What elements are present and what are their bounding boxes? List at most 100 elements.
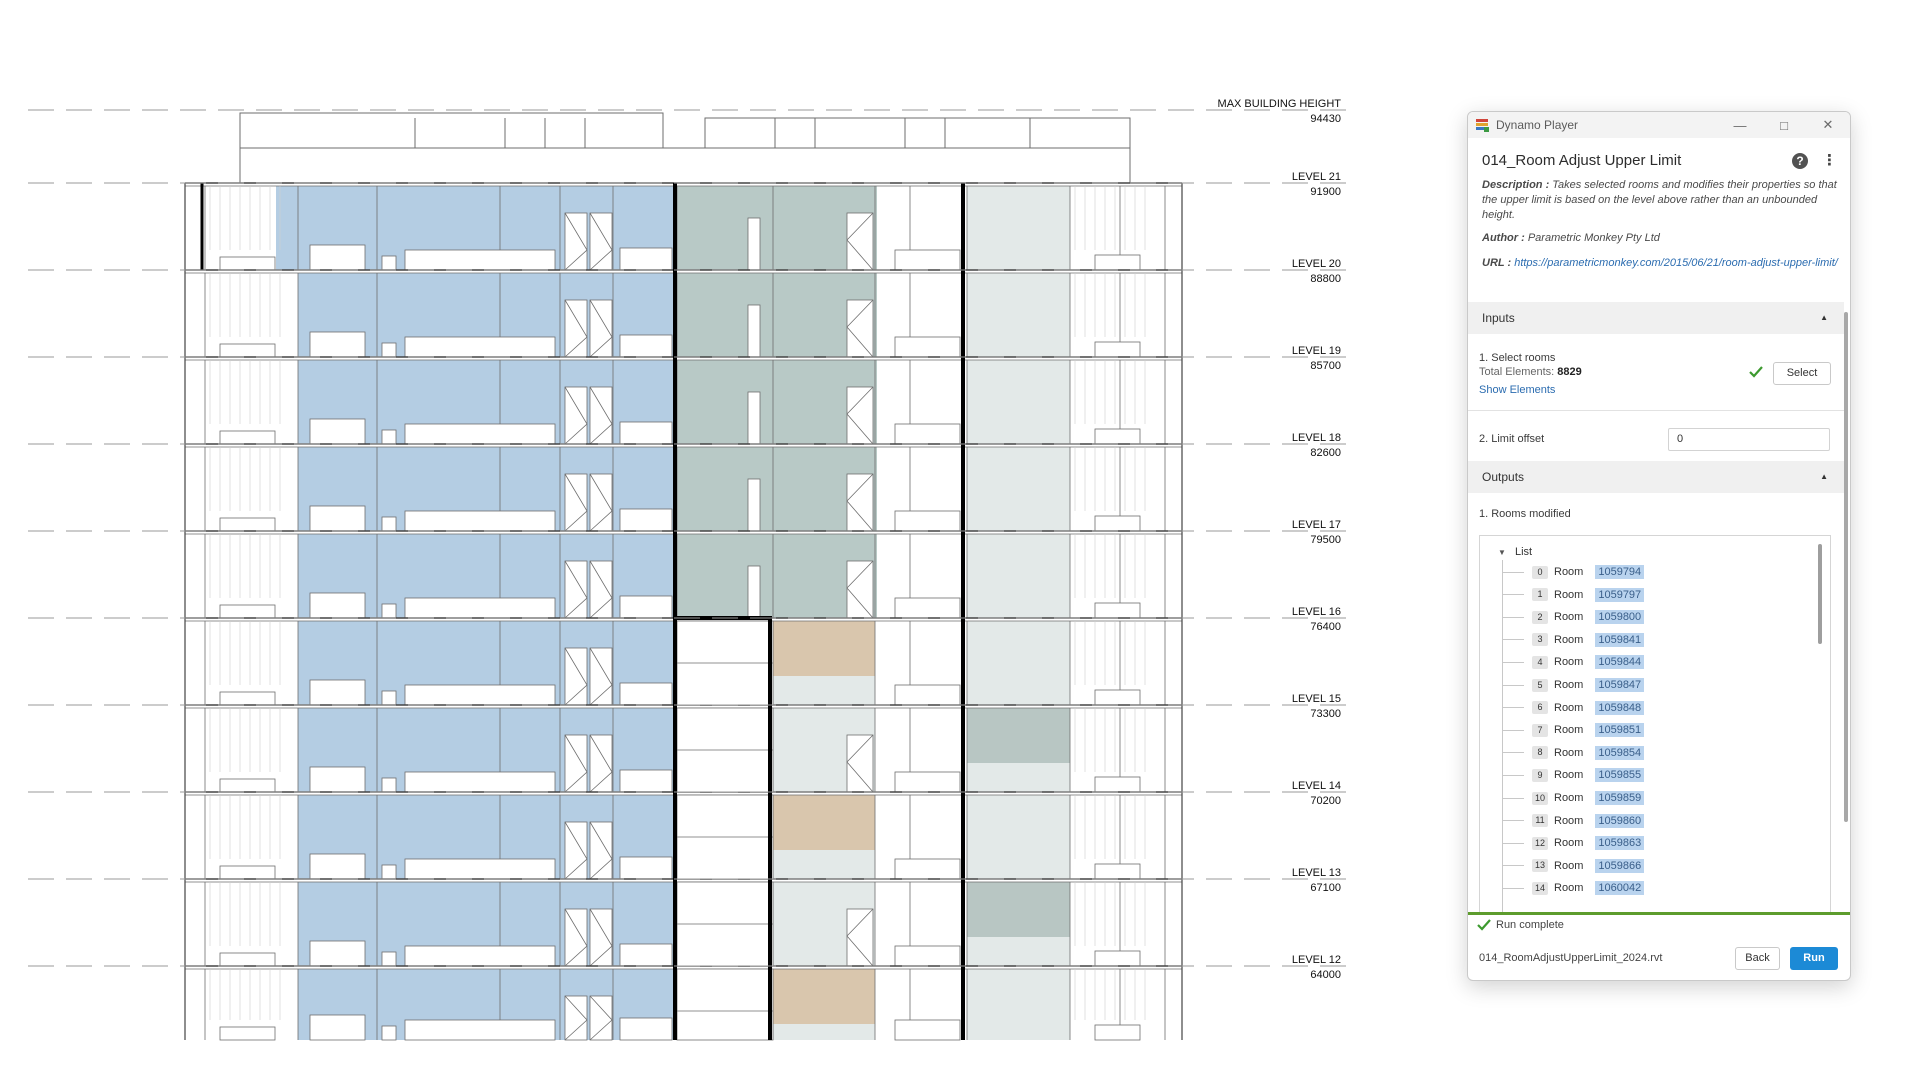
room-id-link[interactable]: 1059841 bbox=[1595, 632, 1645, 647]
furniture bbox=[404, 945, 556, 967]
list-item[interactable]: 9 Room 1059855 bbox=[1502, 766, 1645, 784]
furniture bbox=[309, 1014, 366, 1041]
list-item[interactable]: 6 Room 1059848 bbox=[1502, 699, 1645, 717]
select-rooms-button[interactable]: Select bbox=[1773, 362, 1831, 385]
door-panel bbox=[846, 560, 874, 619]
list-item[interactable]: 8 Room 1059854 bbox=[1502, 744, 1645, 762]
list-item[interactable]: 12 Room 1059863 bbox=[1502, 834, 1645, 852]
door-swing bbox=[846, 212, 874, 271]
list-item[interactable]: 7 Room 1059851 bbox=[1502, 721, 1645, 739]
furniture bbox=[309, 331, 366, 358]
room-id-link[interactable]: 1059859 bbox=[1595, 791, 1645, 805]
list-item-type: Room bbox=[1554, 859, 1584, 872]
dynamo-player-window: Dynamo Player — □ ✕ 014_Room Adjust Uppe… bbox=[1467, 111, 1851, 981]
door-swing bbox=[846, 386, 874, 445]
close-icon[interactable]: ✕ bbox=[1822, 117, 1834, 132]
help-icon[interactable]: ? bbox=[1792, 153, 1808, 169]
list-scrollbar[interactable] bbox=[1818, 544, 1822, 644]
chevron-up-icon[interactable]: ▲ bbox=[1820, 472, 1828, 481]
roof-parapet bbox=[239, 147, 1131, 184]
list-item[interactable]: 3 Room 1059841 bbox=[1502, 631, 1645, 649]
list-item[interactable]: 0 Room 1059794 bbox=[1502, 563, 1645, 581]
list-item-type: Room bbox=[1554, 746, 1584, 759]
door-panel bbox=[589, 386, 613, 445]
room-id-link[interactable]: 1059855 bbox=[1595, 768, 1645, 783]
furniture bbox=[309, 679, 366, 706]
window-panel bbox=[747, 304, 761, 358]
show-elements-link[interactable]: Show Elements bbox=[1479, 384, 1556, 396]
room-id-link[interactable]: 1059860 bbox=[1595, 813, 1645, 828]
list-item-type: Room bbox=[1554, 814, 1584, 827]
url-link[interactable]: https://parametricmonkey.com/2015/06/21/… bbox=[1514, 257, 1838, 269]
door-swing bbox=[564, 647, 588, 706]
room-id-link[interactable]: 1059848 bbox=[1595, 700, 1645, 715]
outputs-section-header[interactable]: Outputs ▲ bbox=[1468, 461, 1844, 493]
room-id-link[interactable]: 1059800 bbox=[1595, 610, 1645, 625]
furniture bbox=[309, 505, 366, 532]
max-height-value: 94430 bbox=[1310, 113, 1341, 125]
caret-down-icon[interactable]: ▼ bbox=[1498, 548, 1506, 557]
list-item[interactable]: 11 Room 1059860 bbox=[1502, 812, 1645, 830]
door-panel bbox=[564, 734, 588, 793]
list-item[interactable]: 10 Room 1059859 bbox=[1502, 789, 1645, 807]
room-id-link[interactable]: 1059847 bbox=[1595, 678, 1645, 692]
back-button[interactable]: Back bbox=[1735, 947, 1780, 970]
level-value-label: 73300 bbox=[1310, 708, 1341, 720]
furniture bbox=[1094, 776, 1141, 793]
furniture bbox=[404, 336, 556, 358]
furniture bbox=[219, 604, 276, 619]
furniture bbox=[381, 864, 397, 880]
author-label: Author : bbox=[1482, 232, 1525, 244]
chevron-up-icon[interactable]: ▲ bbox=[1820, 313, 1828, 322]
list-item-type: Room bbox=[1554, 882, 1584, 895]
list-item[interactable]: 5 Room 1059847 bbox=[1502, 676, 1645, 694]
graph-description: Description : Takes selected rooms and m… bbox=[1482, 178, 1838, 223]
max-height-label: MAX BUILDING HEIGHT bbox=[1218, 98, 1342, 110]
list-root[interactable]: ▼ List bbox=[1498, 546, 1532, 558]
door-swing bbox=[589, 299, 613, 358]
room-id-link[interactable]: 1059863 bbox=[1595, 836, 1645, 851]
list-item[interactable]: 4 Room 1059844 bbox=[1502, 653, 1645, 671]
total-elements-label: Total Elements: bbox=[1479, 366, 1555, 378]
room-id-link[interactable]: 1059797 bbox=[1595, 587, 1645, 602]
room-id-link[interactable]: 1059794 bbox=[1595, 565, 1645, 579]
room-id-link[interactable]: 1059854 bbox=[1595, 745, 1645, 760]
door-panel bbox=[589, 995, 613, 1041]
room-fill-tan bbox=[773, 795, 875, 850]
room-fill-light bbox=[967, 273, 1070, 357]
room-fill-green bbox=[677, 360, 877, 444]
door-panel bbox=[564, 908, 588, 967]
roof-plant-left bbox=[239, 112, 664, 149]
furniture bbox=[309, 592, 366, 619]
furniture bbox=[894, 249, 961, 271]
list-item[interactable]: 1 Room 1059797 bbox=[1502, 586, 1645, 604]
furniture bbox=[309, 853, 366, 880]
minimize-icon[interactable]: — bbox=[1733, 117, 1747, 133]
room-id-link[interactable]: 1060042 bbox=[1595, 881, 1645, 896]
window-titlebar[interactable]: Dynamo Player — □ ✕ bbox=[1468, 112, 1850, 138]
panel-scrollbar[interactable] bbox=[1844, 312, 1848, 822]
door-swing bbox=[589, 560, 613, 619]
maximize-icon[interactable]: □ bbox=[1780, 117, 1788, 133]
furniture bbox=[381, 516, 397, 532]
output-list-view[interactable]: ▼ List 0 Room 1059794 1 Room 1059797 2 Room 1059… bbox=[1479, 535, 1831, 921]
limit-offset-field[interactable]: 0 bbox=[1668, 428, 1830, 451]
tree-connector bbox=[1502, 594, 1524, 596]
input-divider bbox=[1468, 410, 1844, 411]
tree-connector bbox=[1502, 684, 1524, 686]
room-id-link[interactable]: 1059851 bbox=[1595, 723, 1645, 738]
description-text: Takes selected rooms and modifies their … bbox=[1482, 179, 1837, 221]
more-options-icon[interactable]: ⋮ bbox=[1822, 152, 1837, 169]
list-item[interactable]: 2 Room 1059800 bbox=[1502, 608, 1645, 626]
list-item[interactable]: 13 Room 1059866 bbox=[1502, 857, 1645, 875]
room-id-link[interactable]: 1059866 bbox=[1595, 858, 1645, 873]
list-item[interactable]: 14 Room 1060042 bbox=[1502, 879, 1645, 897]
room-fill-light bbox=[967, 360, 1070, 444]
tree-connector bbox=[1502, 729, 1524, 731]
furniture bbox=[219, 865, 276, 880]
room-id-link[interactable]: 1059844 bbox=[1595, 655, 1645, 670]
run-button[interactable]: Run bbox=[1790, 947, 1838, 970]
inputs-section-header[interactable]: Inputs ▲ bbox=[1468, 302, 1844, 334]
